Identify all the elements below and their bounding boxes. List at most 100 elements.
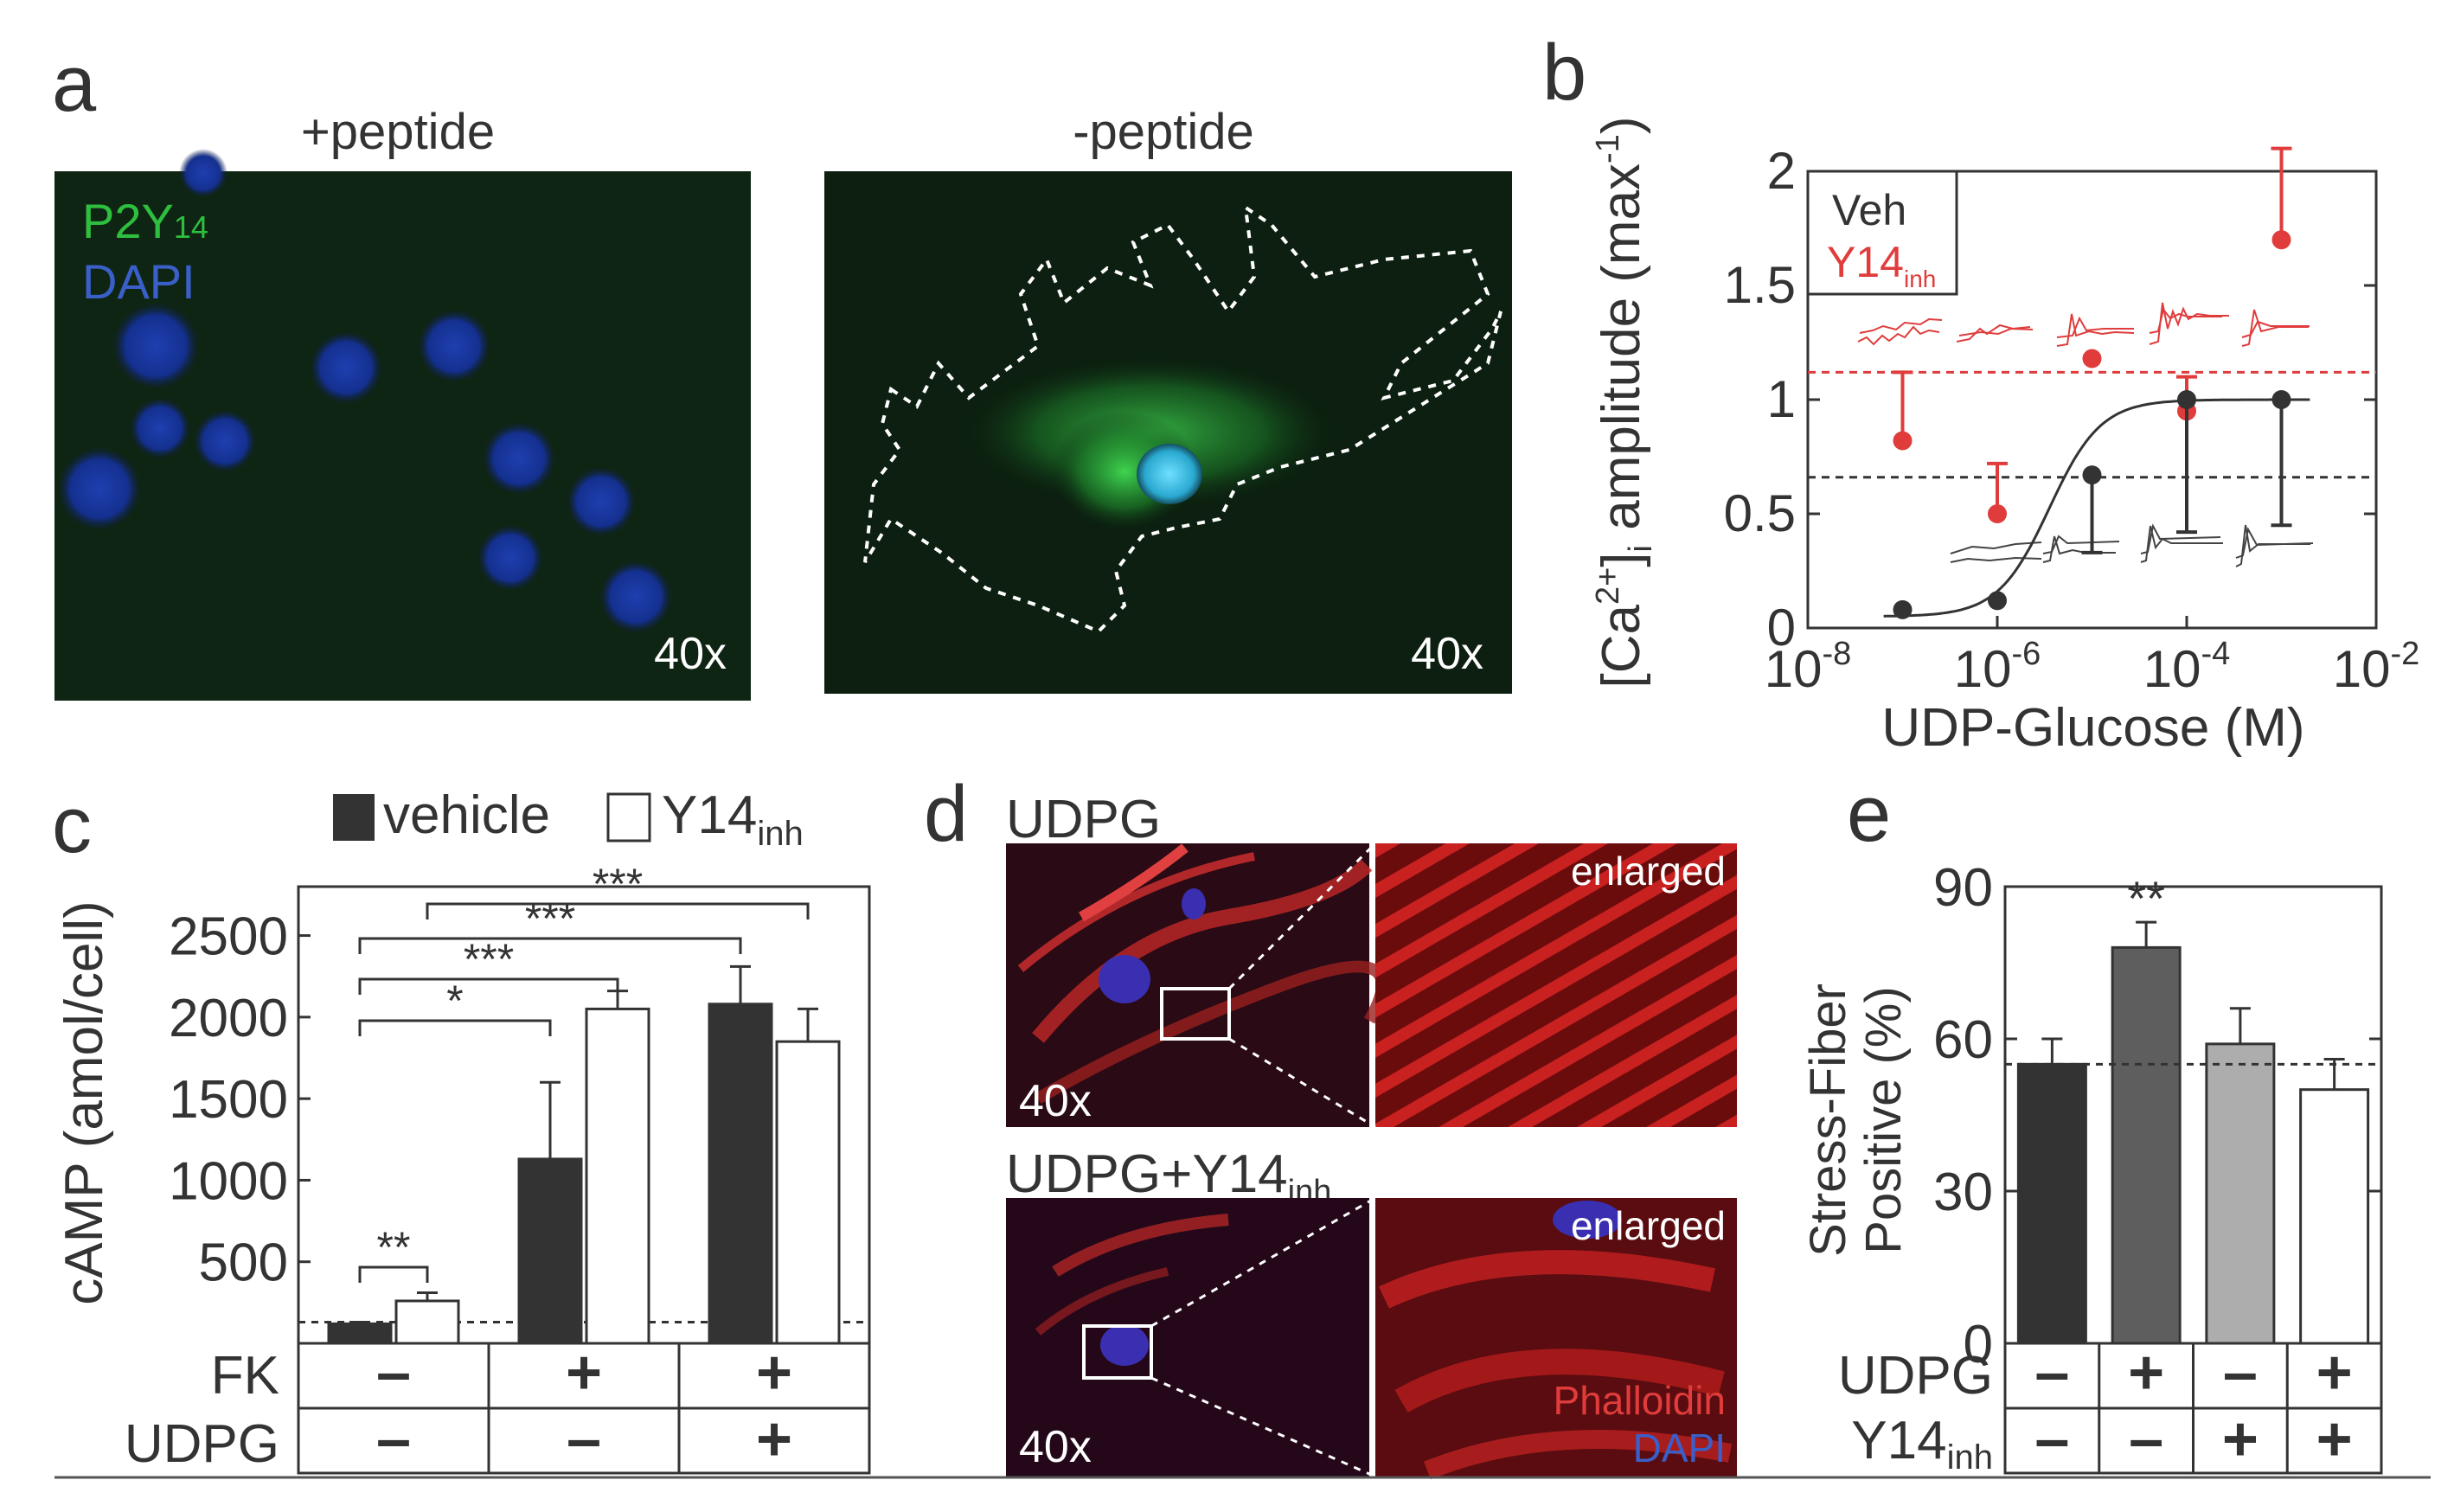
stain-label-phalloidin: Phalloidin [1554,1378,1726,1423]
sign-y14inh: + [2316,1405,2353,1474]
enlarged-udpg-y14inh: enlarged Phalloidin DAPI [1375,1198,1737,1480]
x-tick-label: 10-4 [2143,636,2231,698]
bar-y14inh [585,1007,650,1345]
data-point-veh [1893,599,1913,619]
magnification-label: 40x [1019,1076,1092,1126]
sign-udpg: – [2223,1338,2258,1407]
data-point-veh [2177,390,2196,409]
legend-swatch-vehicle [333,794,375,841]
panel-letter-e: e [1847,770,1891,858]
y-tick-label: 0 [1767,599,1796,657]
sign-udpg: – [567,1405,601,1474]
data-point-y14inh [1988,504,2007,523]
micrograph-minus-peptide: 40x [824,171,1512,694]
chart-panel-b: [Ca2+]i amplitude (max-1) UDP-Glucose (M… [1590,116,2419,758]
sign-fk: + [566,1338,602,1407]
sign-udpg: – [2034,1338,2069,1407]
y-tick-label: 1000 [169,1151,288,1211]
significance-bracket [358,977,619,995]
legend-swatch-y14inh [606,792,651,842]
panel-a-right-title: -peptide [1073,104,1254,160]
y-axis-label-line2: Positive (%) [1855,986,1912,1253]
legend-y14inh: Y14inh [662,785,804,853]
legend-box: Veh Y14inh [1806,170,1958,296]
y-tick-label: 0 [1964,1315,1993,1374]
micrograph-plus-peptide: P2Y14 DAPI 40x [54,149,751,701]
data-point-veh [1988,591,2007,611]
legend-y14inh: Y14inh [1827,238,1936,292]
data-point-y14inh [1893,431,1913,451]
enlarged-label: enlarged [1571,849,1726,894]
y-tick-label: 2000 [169,989,288,1048]
legend-veh: Veh [1832,186,1906,234]
significance-label: ** [377,1223,411,1272]
significance-label: *** [593,860,643,908]
data-point-y14inh [2082,349,2102,368]
cell-nucleus [1137,444,1202,504]
bar-y14inh [394,1299,460,1345]
row-label-fk: FK [211,1346,279,1406]
nucleus [1553,1201,1622,1239]
y-tick-label: 2 [1767,142,1796,200]
y-axis-label-line1: Stress-Fiber [1800,983,1856,1257]
fit-curve-veh [1883,398,2310,618]
enlarged-label: enlarged [1571,1203,1726,1248]
sign-fk: + [756,1338,792,1407]
significance-label: * [446,977,463,1025]
panel-letter-d: d [924,770,968,858]
bar-y14inh [775,1040,841,1345]
x-tick-label: 10-2 [2333,636,2420,698]
magnification-label: 40x [1411,629,1483,679]
sign-y14inh: + [2222,1405,2259,1474]
micrograph-udpg-y14inh: 40x [1006,1198,1369,1477]
x-axis-label: UDP-Glucose (M) [1881,698,2304,758]
row-label-udpg: UDPG [1838,1346,1993,1406]
bar [2016,1062,2087,1345]
zoom-box [1082,1324,1153,1380]
inset-traces-veh [1950,523,2314,567]
data-point-y14inh [2271,230,2291,250]
sign-fk: – [376,1338,411,1407]
cell-outline [863,203,1503,634]
row-label-y14inh: Y14inh [1851,1411,1993,1477]
magnification-label: 40x [654,629,727,679]
nucleus [1099,955,1150,1003]
data-point-veh [2082,465,2102,485]
y-tick-label: 1.5 [1724,256,1796,314]
y-tick-label: 1500 [169,1070,288,1130]
nucleus [1100,1324,1149,1366]
sign-udpg: + [756,1405,792,1474]
x-tick-label: 10-8 [1765,636,1852,698]
bar-vehicle [708,1003,773,1345]
legend-vehicle: vehicle [383,785,550,845]
dapi-nuclei [58,149,672,633]
y-tick-label: 1 [1767,370,1796,428]
y-axis-label: [Ca2+]i amplitude (max-1) [1590,116,1659,688]
stain-label-dapi: DAPI [82,254,195,309]
bar [2111,945,2182,1345]
y-tick-label: 2500 [169,907,288,967]
significance-bracket [358,1019,552,1036]
sign-udpg: + [2128,1338,2164,1407]
panel-letter-a: a [52,40,97,128]
bar [2299,1088,2370,1345]
zoom-line [1228,1037,1376,1129]
stain-label-dapi: DAPI [1633,1426,1726,1470]
bar [2205,1042,2276,1345]
bar-vehicle [517,1157,583,1345]
row-label-udpg: UDPG [125,1414,279,1474]
data-point-veh [2271,390,2291,409]
zoom-line [1227,842,1377,990]
magnification-label: 40x [1019,1422,1092,1472]
y-tick-label: 0.5 [1724,484,1796,542]
panel-letter-b: b [1542,29,1586,117]
y-axis-label: cAMP (amol/cell) [54,900,114,1304]
significance-label: *** [464,935,514,983]
micrograph-udpg: 40x [1006,843,1388,1127]
y-tick-label: 60 [1933,1010,1993,1070]
panel-a-left-title: +peptide [301,104,495,160]
panel-d-top-label: UDPG [1006,790,1161,849]
zoom-box [1160,987,1231,1041]
